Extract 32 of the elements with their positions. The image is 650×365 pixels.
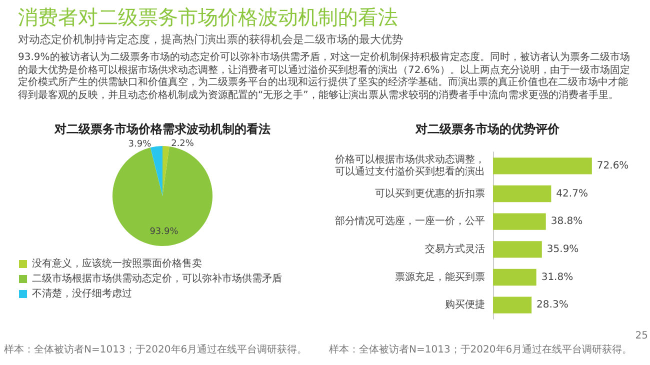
data-label: 28.3% (536, 300, 568, 311)
legend-label: 没有意义，应该统一按照票面价格售卖 (32, 258, 202, 270)
y-tick-label: 交易方式灵活 (425, 242, 485, 255)
data-label: 2.2% (171, 139, 194, 150)
text: 样本：全体被访者N=1013；于2020年6月通过在线平台调研获得。 (329, 344, 632, 356)
legend-label: 不清楚，没仔细考虑过 (32, 288, 132, 300)
y-tick-label: 价格可以根据市场供求动态调整，可以通过支付溢价买到想看的演出 (334, 153, 485, 178)
bar (493, 185, 552, 202)
text: 对动态定价机制持肯定态度，提高热门演出票的获得机会是二级市场的最大优势 (18, 32, 404, 48)
legend-label: 二级市场根据市场供需动态定价，可以弥补市场供需矛盾 (32, 272, 282, 284)
data-label: 93.9% (150, 226, 179, 237)
data-label: 35.9% (546, 244, 579, 255)
bar (493, 268, 536, 286)
bar (493, 296, 532, 314)
bar (493, 158, 592, 174)
chart-title: 对二级票务市场的优势评价 (414, 122, 560, 136)
text: 消费者对二级票务市场价格波动机制的看法 (18, 4, 399, 30)
y-tick-label: 购买便捷 (445, 298, 485, 311)
chart-title: 对二级票务市场价格需求波动机制的看法 (54, 122, 270, 136)
data-label: 3.9% (128, 139, 152, 150)
text: 93.9%的被访者认为二级票务市场的动态定价可以弥补市场供需矛盾，对这一定价机制保持积极肯定态度。同时，被访者认为票务二级市场的最大优势是价格可以根据市场供求动态调整，让消费者可以通过溢价买到想看的演出（72.6%）。以上两点充分说明，由于一级市场固定定价模式所产生的供需缺口和价值真空，为二级票务平台的出现和运行提供了坚实的经济学基础。而演出票的真正价值也在二级市场中才能得到最客观的反映，并且动态价格机制成为资源配置的“无形之手”，能够让演出票从需求较弱的消费者手中流向需求更强的消费者手里。 (18, 52, 631, 102)
text: 样本：全体被访者N=1013；于2020年6月通过在线平台调研获得。 (4, 344, 308, 356)
y-tick-label: 可以买到更优惠的折扣票 (375, 187, 485, 200)
data-label: 38.8% (550, 216, 583, 228)
y-tick-label: 票源充足，能买到票 (395, 270, 485, 283)
bar (493, 241, 542, 258)
text: 25 (635, 330, 648, 342)
bar (493, 213, 546, 230)
data-label: 31.8% (541, 272, 574, 283)
y-tick-label: 部分情况可选座，一座一价，公平 (335, 215, 485, 228)
data-label: 72.6% (596, 160, 629, 172)
data-label: 42.7% (556, 188, 588, 200)
